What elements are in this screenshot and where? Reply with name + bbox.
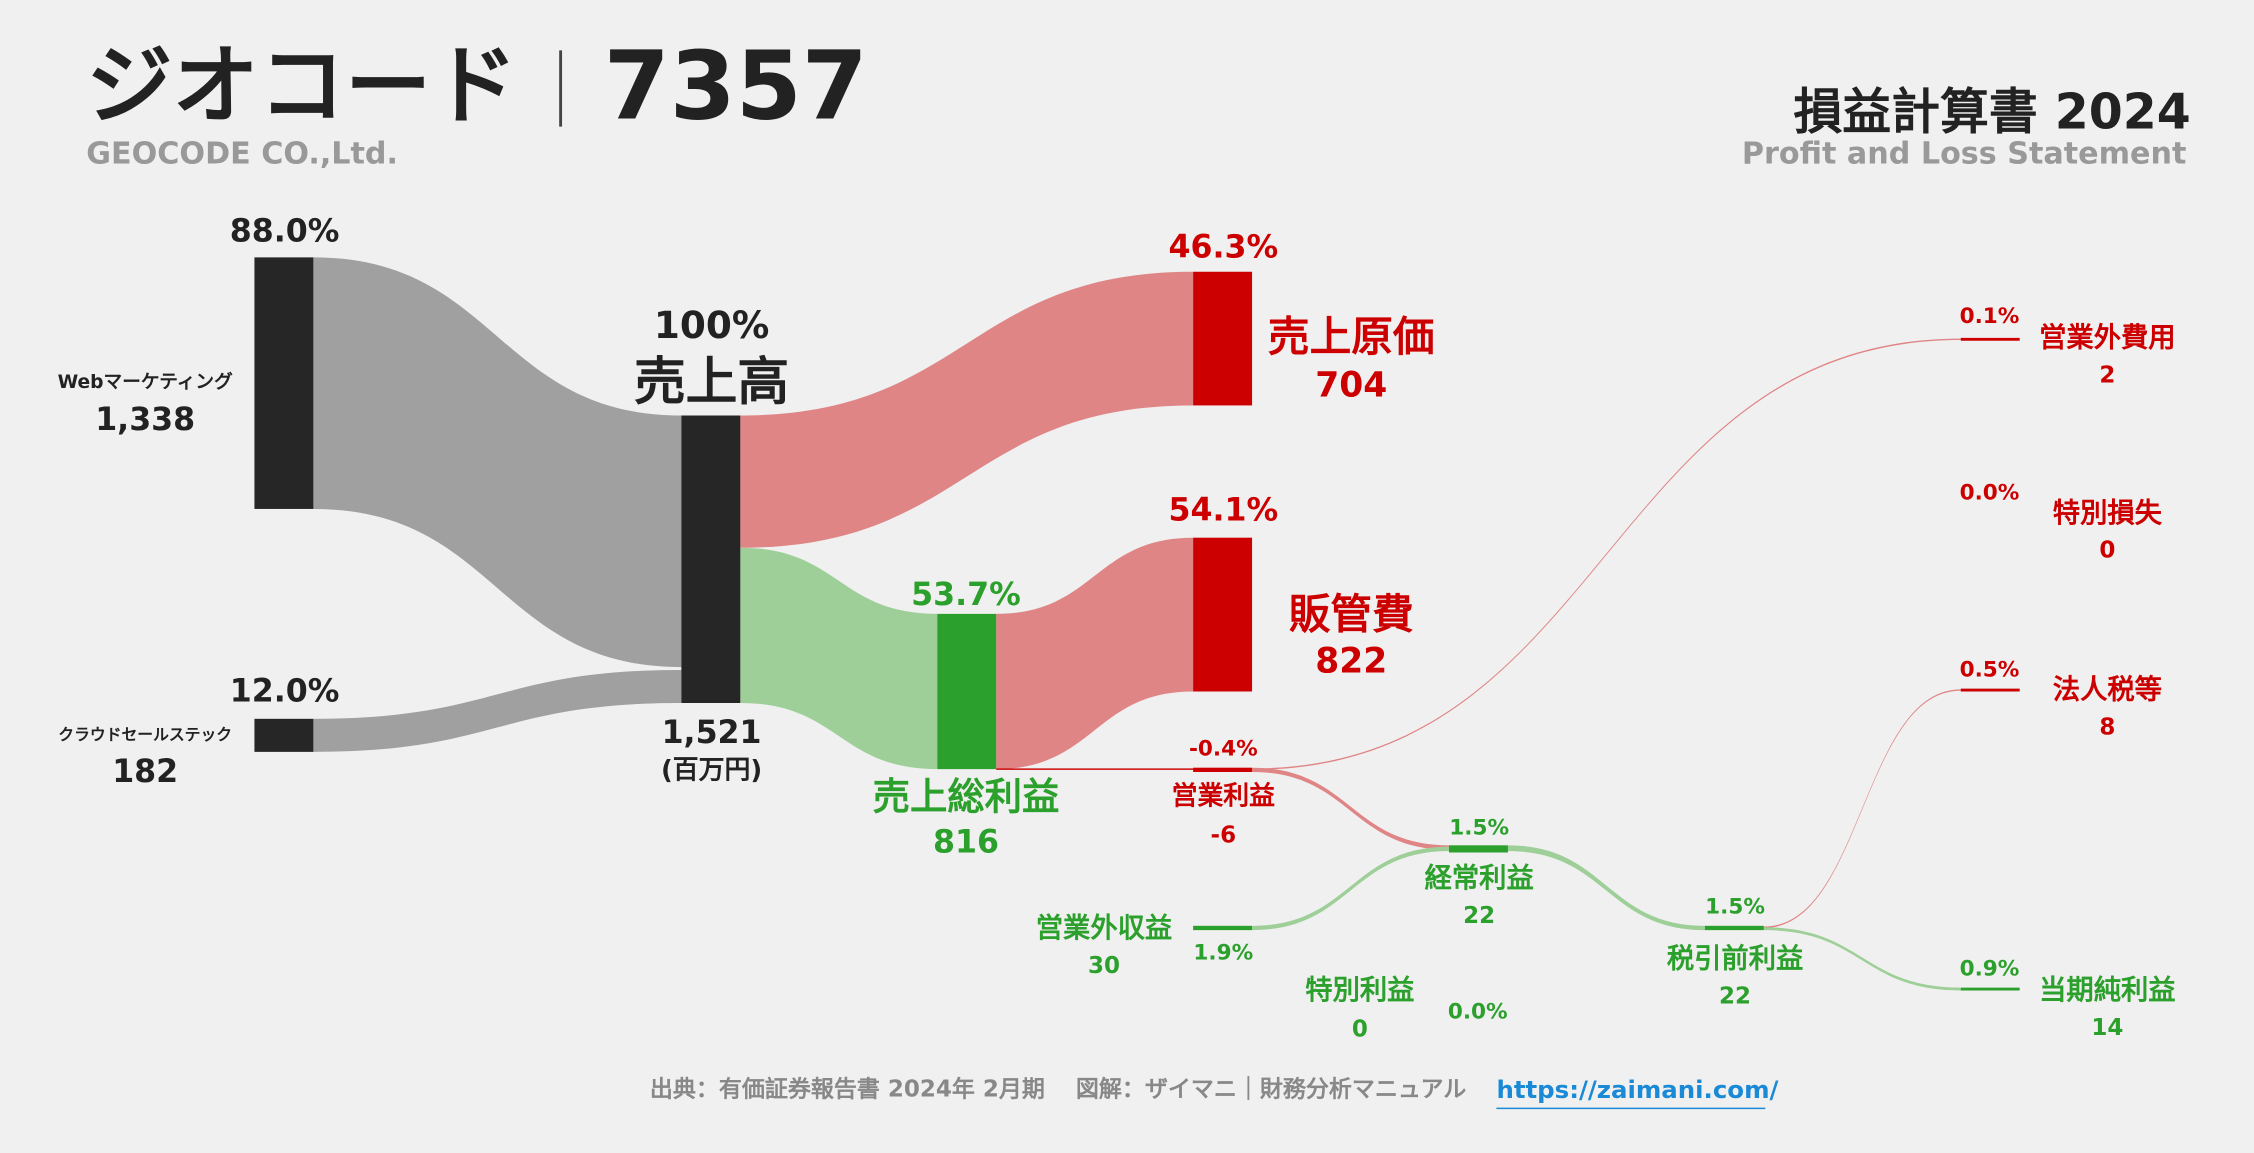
node-share: -0.4% bbox=[1189, 737, 1258, 762]
node-value: 182 bbox=[112, 754, 178, 790]
flow bbox=[313, 257, 682, 668]
node-value: 22 bbox=[1463, 903, 1495, 929]
node-label: クラウドセールステック bbox=[58, 725, 232, 744]
flow bbox=[313, 669, 682, 752]
flow bbox=[740, 271, 1194, 548]
node-label: 営業利益 bbox=[1172, 781, 1276, 811]
node bbox=[254, 718, 314, 752]
node-value: 816 bbox=[933, 824, 999, 860]
node-label: 特別利益 bbox=[1305, 975, 1414, 1006]
node-label: 売上高 bbox=[634, 352, 789, 412]
node bbox=[681, 415, 741, 703]
footer-source: 出典：有価証券報告書 2024年 2月期 図解：ザイマニ｜財務分析マニュアル bbox=[650, 1076, 1466, 1103]
node bbox=[1449, 845, 1508, 853]
node bbox=[1193, 925, 1253, 931]
company-name: ジオコード bbox=[86, 36, 517, 136]
node-share: 0.9% bbox=[1960, 956, 2020, 981]
node-value: 1,521 bbox=[662, 715, 762, 751]
node-share: 54.1% bbox=[1168, 492, 1278, 528]
node-label: Webマーケティング bbox=[58, 371, 233, 393]
node-value: 0 bbox=[2099, 538, 2115, 564]
node-label: 売上総利益 bbox=[873, 774, 1060, 818]
node-value: 30 bbox=[1088, 953, 1120, 979]
flow bbox=[1252, 846, 1449, 931]
node bbox=[1193, 767, 1253, 772]
node-share: 0.1% bbox=[1960, 304, 2020, 329]
node bbox=[1193, 537, 1253, 692]
flow bbox=[1763, 689, 1961, 928]
node-share: 46.3% bbox=[1168, 229, 1278, 265]
node-label: 特別損失 bbox=[2053, 498, 2163, 529]
statement-title-en: Profit and Loss Statement bbox=[1742, 136, 2187, 171]
node-label: 経常利益 bbox=[1425, 862, 1534, 894]
node-value: 14 bbox=[2091, 1015, 2123, 1041]
flow bbox=[740, 547, 938, 770]
flow bbox=[996, 537, 1194, 770]
statement-title: 損益計算書 2024 bbox=[1793, 84, 2190, 141]
node-share: 1.5% bbox=[1449, 816, 1509, 841]
flow bbox=[1252, 767, 1449, 850]
node-share: 1.9% bbox=[1193, 941, 1253, 966]
flow bbox=[1763, 927, 1961, 991]
node-label: 当期純利益 bbox=[2039, 974, 2175, 1006]
node bbox=[254, 257, 314, 509]
node-value: 704 bbox=[1315, 365, 1387, 405]
footer-link[interactable]: https://zaimani.com/ bbox=[1496, 1075, 1778, 1104]
node-label: 販管費 bbox=[1289, 589, 1414, 638]
node-value: 822 bbox=[1315, 641, 1387, 681]
node-label: 営業外費用 bbox=[2039, 321, 2175, 353]
node-share: 1.5% bbox=[1705, 895, 1765, 920]
node-share: 0.0% bbox=[1448, 1000, 1508, 1025]
node-value: 2 bbox=[2099, 362, 2115, 388]
node-share: 100% bbox=[654, 303, 769, 347]
node bbox=[937, 613, 997, 770]
node-share: 12.0% bbox=[230, 674, 340, 710]
node-label: 税引前利益 bbox=[1667, 942, 1803, 974]
node-label: 法人税等 bbox=[2053, 674, 2162, 706]
node-value: 22 bbox=[1719, 983, 1751, 1009]
node-share: 0.5% bbox=[1960, 657, 2020, 682]
node-label: 営業外収益 bbox=[1036, 912, 1172, 944]
node-share: 53.7% bbox=[911, 577, 1021, 613]
node bbox=[1193, 271, 1253, 406]
node-value: 1,338 bbox=[95, 402, 195, 438]
flow bbox=[1507, 845, 1705, 931]
unit-label: (百万円) bbox=[661, 756, 762, 786]
node-value: -6 bbox=[1211, 822, 1237, 848]
node-label: 売上原価 bbox=[1268, 312, 1435, 361]
node-share: 0.0% bbox=[1960, 481, 2020, 506]
node-share: 88.0% bbox=[230, 214, 340, 250]
flow bbox=[996, 768, 1194, 770]
company-name-en: GEOCODE CO.,Ltd. bbox=[86, 136, 398, 171]
node bbox=[1704, 925, 1764, 931]
node bbox=[1960, 987, 2020, 991]
node-value: 8 bbox=[2099, 714, 2115, 740]
node bbox=[1960, 337, 2020, 341]
stock-code: 7357 bbox=[604, 31, 868, 141]
node-value: 0 bbox=[1352, 1016, 1368, 1042]
flow bbox=[1252, 338, 1961, 770]
node bbox=[1960, 688, 2020, 692]
